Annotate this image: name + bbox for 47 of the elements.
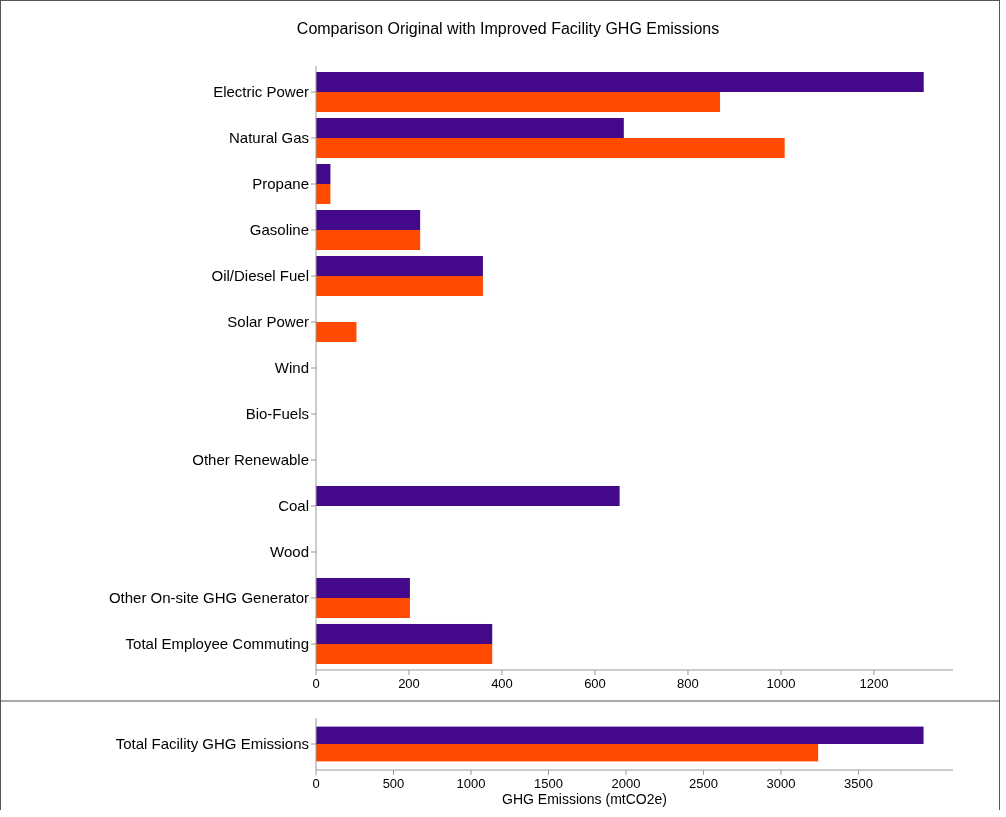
x-tick-label: 600 (584, 676, 606, 691)
y-tick-label: Wind (274, 359, 309, 377)
x-tick-label: 3000 (766, 776, 796, 791)
bar (316, 276, 483, 297)
x-tick-label: 800 (677, 676, 699, 691)
bar (316, 577, 410, 598)
x-tick-label: 1000 (766, 676, 796, 691)
bar (316, 118, 624, 139)
y-tick-label: Natural Gas (228, 129, 309, 147)
bar (316, 255, 483, 276)
y-tick-label: Oil/Diesel Fuel (211, 267, 309, 285)
x-tick-label: 1200 (859, 676, 889, 691)
y-tick-label: Total Facility GHG Emissions (115, 735, 309, 753)
bar (316, 210, 421, 230)
y-tick-label: Other Renewable (192, 451, 309, 469)
y-tick-label: Electric Power (213, 83, 309, 101)
y-tick-label: Bio-Fuels (245, 405, 309, 423)
y-tick-label: Coal (278, 497, 309, 515)
y-tick-label: Solar Power (227, 313, 309, 331)
x-tick-label: 1500 (534, 776, 563, 791)
x-tick-label: 3500 (844, 776, 873, 791)
x-tick-label: 2500 (689, 776, 718, 791)
bar (316, 138, 785, 159)
x-tick-label: 2000 (611, 776, 641, 791)
bar (316, 597, 410, 618)
bar (316, 164, 331, 185)
bar (316, 322, 357, 343)
y-tick-label: Other On-site GHG Generator (108, 589, 309, 607)
bar (316, 623, 493, 644)
bar (316, 643, 493, 664)
bar (316, 92, 721, 113)
x-tick-label: 500 (382, 776, 405, 791)
x-tick-label: 0 (312, 676, 320, 691)
x-tick-label: 200 (398, 676, 420, 691)
x-tick-label: 1000 (456, 776, 486, 791)
bar (316, 184, 331, 205)
x-tick-label: 400 (491, 676, 513, 691)
bar (316, 230, 421, 251)
y-tick-label: Propane (252, 175, 309, 193)
bar (316, 72, 924, 93)
bar (316, 485, 620, 506)
y-tick-label: Total Employee Commuting (125, 635, 309, 653)
x-axis-title: GHG Emissions (mtCO2e) (502, 791, 667, 807)
y-tick-label: Gasoline (249, 221, 309, 239)
y-tick-label: Wood (270, 543, 309, 561)
chart-title: Comparison Original with Improved Facility GHG Emissions (296, 20, 720, 37)
x-tick-label: 0 (312, 776, 320, 791)
